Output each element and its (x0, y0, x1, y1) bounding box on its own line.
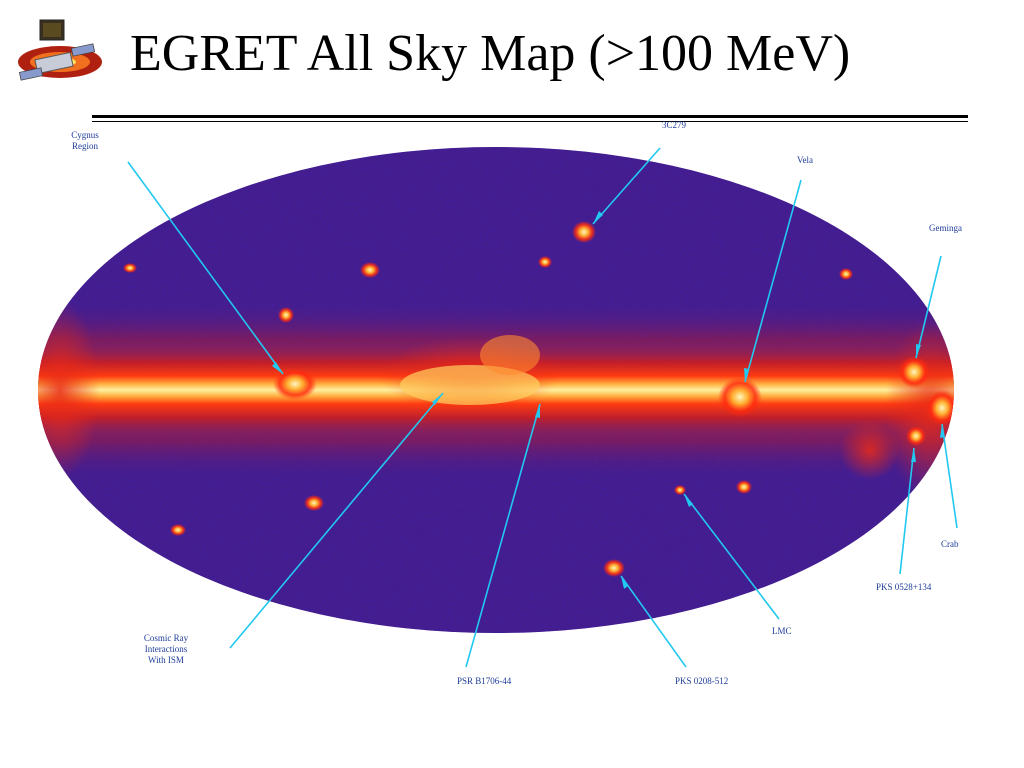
slide-title: EGRET All Sky Map (>100 MeV) (130, 25, 851, 82)
label-cosmic-ray: Cosmic Ray Interactions With ISM (143, 633, 189, 665)
label-3c279: 3C279 (662, 120, 687, 130)
label-lmc: LMC (772, 626, 792, 636)
pointer-line-cosmic (229, 392, 444, 649)
pointer-line-geminga (915, 255, 942, 359)
pointer-line-cygnus (127, 161, 284, 375)
pointer-line-lmc (683, 493, 780, 620)
label-geminga: Geminga (929, 223, 962, 233)
pointer-line-crab (941, 423, 958, 529)
pointer-line-3c279 (592, 147, 661, 225)
label-crab: Crab (941, 539, 959, 549)
pointer-line-psr1706 (465, 403, 541, 668)
label-vela: Vela (797, 155, 813, 165)
pointer-line-pks0528 (899, 447, 915, 575)
label-psr-b1706: PSR B1706-44 (457, 676, 512, 686)
label-pks-0208: PKS 0208-512 (675, 676, 729, 686)
pointer-line-vela (744, 179, 802, 383)
egret-satellite-logo (18, 19, 102, 81)
title-rule-thin (92, 121, 968, 122)
label-cygnus-region: Cygnus Region (71, 130, 99, 151)
pointer-line-pks0208 (620, 575, 687, 668)
label-pks-0528: PKS 0528+134 (876, 582, 932, 592)
title-rule (92, 115, 968, 118)
